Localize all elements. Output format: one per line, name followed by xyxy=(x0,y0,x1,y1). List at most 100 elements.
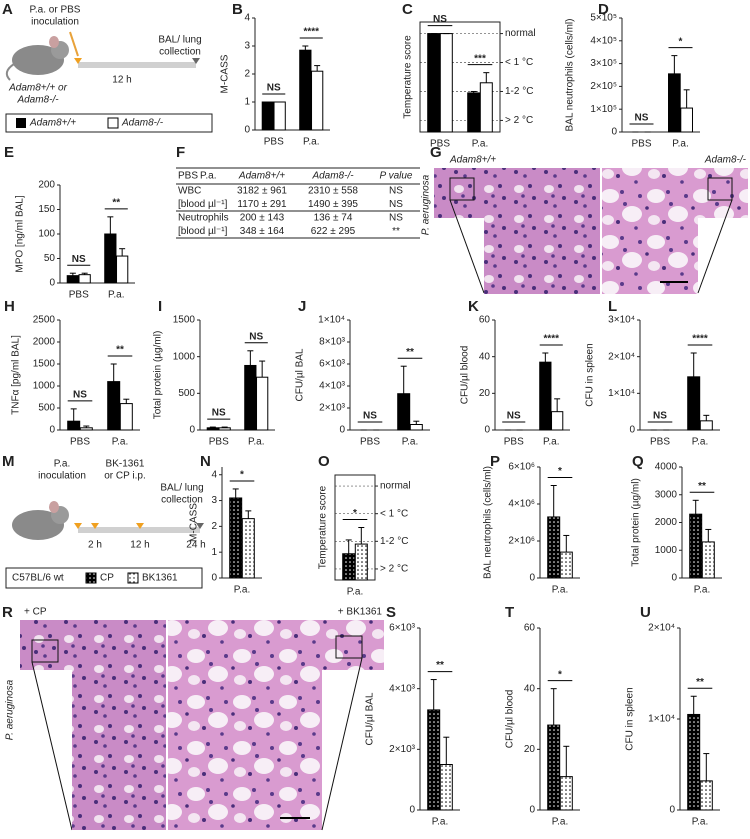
y-tick-label: 6×10⁶ xyxy=(508,462,535,473)
bar xyxy=(699,420,713,431)
y-tick-label: 8×10³ xyxy=(319,337,346,348)
bar xyxy=(680,107,693,133)
y-tick-label: 4×10³ xyxy=(389,683,416,694)
y-tick-label: 0 xyxy=(484,425,490,436)
zoom-line xyxy=(321,657,363,831)
y-tick-label: 0 xyxy=(49,278,55,289)
x-tick-label: P.a. xyxy=(694,585,711,596)
x-tick-label: P.a. xyxy=(112,437,129,448)
time-marker xyxy=(192,58,200,64)
panel-m: M P.a. inoculation BK-1361 or CP i.p. BA… xyxy=(2,453,206,589)
schema-text: P.a. xyxy=(54,459,71,470)
y-tick-label: 1×10⁴ xyxy=(648,714,675,725)
y-tick-label: 1000 xyxy=(173,351,196,362)
y-tick-label: 3 xyxy=(211,495,217,506)
y-tick-label: 0 xyxy=(49,425,55,436)
bar xyxy=(687,376,701,431)
y-tick-label: 2×10⁶ xyxy=(508,536,535,547)
time-marker xyxy=(74,58,82,64)
y-tick-label: 0 xyxy=(629,425,635,436)
significance-label: NS xyxy=(212,408,226,419)
schema-text: BAL/ lung xyxy=(158,35,201,46)
y-tick-label: 2×10⁴ xyxy=(648,623,675,634)
bar xyxy=(547,724,561,811)
schema-text: Adam8-/- xyxy=(16,95,59,106)
histology-image xyxy=(484,168,600,294)
bar xyxy=(342,553,356,581)
mouse-tail xyxy=(5,63,15,81)
y-axis-label: BAL neutrophils (cells/ml) xyxy=(483,466,494,579)
legend-box xyxy=(5,567,203,589)
zoom-box xyxy=(449,177,475,201)
bar xyxy=(547,516,561,579)
bar xyxy=(467,92,481,133)
legend-label: BK1361 xyxy=(142,573,178,584)
y-axis-label: CFU in spleen xyxy=(625,687,636,750)
bar xyxy=(273,101,286,131)
x-tick-label: P.a. xyxy=(552,585,569,596)
x-tick-label: P.a. xyxy=(347,587,364,598)
y-axis-label: Total protein (µg/ml) xyxy=(153,331,164,420)
panel-letter: I xyxy=(158,298,162,315)
bar xyxy=(66,275,79,284)
table-cell: 1490 ± 395 xyxy=(308,199,358,210)
zoom-box xyxy=(31,639,59,663)
x-tick-label: P.a. xyxy=(552,817,569,828)
bar xyxy=(256,376,269,431)
x-tick-label: P.a. xyxy=(432,817,449,828)
significance-label: ** xyxy=(696,677,704,688)
significance-label: NS xyxy=(363,411,377,422)
significance-label: ** xyxy=(112,197,120,208)
y-tick-label: 500 xyxy=(38,403,55,414)
time-marker xyxy=(74,523,82,529)
significance-label: * xyxy=(353,508,357,519)
legend-label: Adam8+/+ xyxy=(29,118,76,129)
histology-image xyxy=(602,168,698,294)
x-tick-label: P.a. xyxy=(543,437,560,448)
y-axis-label: Temperature score xyxy=(318,485,329,569)
y-tick-label: 4000 xyxy=(655,462,678,473)
y-tick-label: 2000 xyxy=(33,337,56,348)
y-tick-label: 0 xyxy=(671,573,677,584)
panel-letter: C xyxy=(402,1,413,18)
schema-text: BAL/ lung xyxy=(160,483,203,494)
significance-label: ** xyxy=(698,481,706,492)
panel-letter: F xyxy=(176,144,185,161)
time-label: 2 h xyxy=(88,540,102,551)
bar xyxy=(439,764,453,811)
significance-label: NS xyxy=(507,411,521,422)
y-tick-label: 1-2 °C xyxy=(505,86,533,97)
image-label: P. aeruginosa xyxy=(5,679,16,740)
schema-text: BK-1361 xyxy=(106,459,145,470)
y-tick-label: 5×10⁵ xyxy=(590,13,617,24)
y-tick-label: 60 xyxy=(524,623,536,634)
histology-thumb xyxy=(322,620,384,670)
significance-label: NS xyxy=(635,113,649,124)
significance-label: NS xyxy=(433,14,447,25)
significance-label: ** xyxy=(116,345,124,356)
y-tick-label: 4 xyxy=(211,469,217,480)
y-tick-label: 200 xyxy=(38,180,55,191)
pipette xyxy=(69,31,79,57)
y-axis-label: M-CASS xyxy=(189,503,200,542)
bar xyxy=(439,33,453,133)
bar xyxy=(559,551,573,579)
y-tick-label: 2×10³ xyxy=(319,403,346,414)
table-cell: ** xyxy=(392,226,400,237)
x-tick-label: P.a. xyxy=(692,817,709,828)
bar xyxy=(79,427,93,431)
table-cell: [blood µl⁻¹] xyxy=(178,199,228,210)
panel-letter: N xyxy=(200,453,211,470)
table-cell: NS xyxy=(389,199,403,210)
y-axis-label: M-CASS xyxy=(220,54,231,93)
y-axis-label: CFU in spleen xyxy=(585,343,596,406)
bar xyxy=(409,424,423,431)
significance-label: ** xyxy=(436,660,444,671)
y-tick-label: 0 xyxy=(189,425,195,436)
y-axis-label: MPO [ng/ml BAL] xyxy=(15,195,26,272)
panel-g: G P. aeruginosa Adam8+/+ Adam8-/- xyxy=(421,144,748,294)
panel-letter: G xyxy=(430,144,442,161)
time-marker xyxy=(91,523,99,529)
image-label: Adam8-/- xyxy=(704,155,747,166)
image-label: P. aeruginosa xyxy=(421,174,432,235)
